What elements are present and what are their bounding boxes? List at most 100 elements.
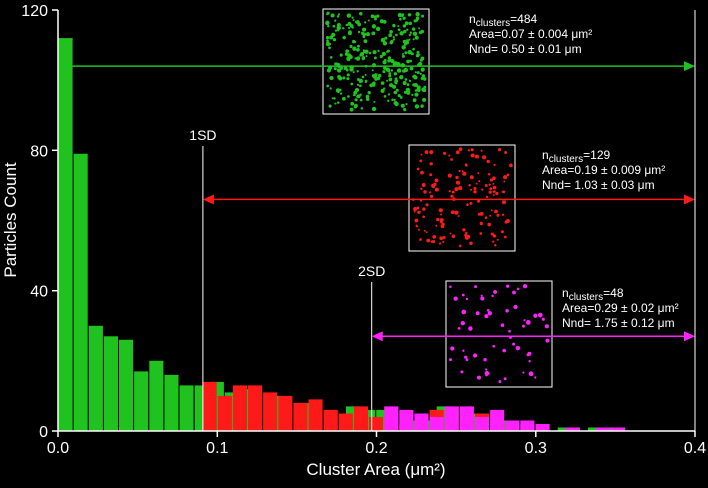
bar-series-3-7 bbox=[474, 417, 489, 431]
cluster-dot bbox=[486, 159, 490, 164]
cluster-dot bbox=[515, 345, 521, 351]
bar-series-1-2 bbox=[73, 153, 88, 432]
cluster-dot bbox=[502, 348, 506, 353]
cluster-dot bbox=[426, 238, 431, 243]
cluster-dot bbox=[460, 370, 464, 374]
cluster-dot bbox=[420, 104, 424, 108]
cluster-dot bbox=[477, 172, 480, 175]
bar-series-1-20 bbox=[421, 420, 436, 431]
cluster-dot bbox=[414, 71, 417, 74]
cluster-dot bbox=[431, 240, 436, 244]
cluster-dot bbox=[406, 90, 411, 95]
cluster-dot bbox=[362, 49, 365, 52]
cluster-dot bbox=[523, 319, 526, 322]
cluster-dot bbox=[490, 209, 493, 212]
cluster-dot bbox=[488, 190, 492, 194]
cluster-dot bbox=[357, 77, 360, 80]
n-clusters-text: nclusters=129 bbox=[542, 148, 610, 165]
range-arrow-2 bbox=[202, 194, 695, 205]
cluster-dot bbox=[342, 27, 345, 30]
cluster-dot bbox=[419, 72, 422, 75]
cluster-dot bbox=[381, 51, 386, 57]
cluster-dot bbox=[504, 151, 508, 154]
arrowhead-left-icon bbox=[61, 61, 73, 72]
cluster-dot bbox=[487, 222, 492, 227]
cluster-dot bbox=[369, 83, 374, 88]
cluster-dot bbox=[465, 358, 469, 362]
cluster-dot bbox=[488, 183, 491, 186]
cluster-dot bbox=[355, 20, 358, 24]
cluster-dot bbox=[339, 53, 343, 57]
cluster-dot bbox=[371, 106, 377, 112]
cluster-dot bbox=[382, 60, 387, 65]
cluster-dot bbox=[480, 149, 483, 152]
cluster-dot bbox=[342, 35, 346, 40]
cluster-dot bbox=[376, 76, 381, 81]
cluster-dot bbox=[342, 76, 346, 80]
cluster-dot bbox=[336, 15, 340, 18]
cluster-dot bbox=[455, 180, 460, 185]
cluster-dot bbox=[486, 371, 490, 376]
bar-series-2-3 bbox=[232, 385, 247, 431]
cluster-dot bbox=[388, 74, 392, 78]
cluster-dot bbox=[429, 173, 433, 177]
cluster-dot bbox=[414, 35, 419, 40]
cluster-dot bbox=[492, 176, 496, 181]
bar-series-2-1 bbox=[202, 381, 217, 431]
cluster-dot bbox=[450, 210, 455, 214]
area-text: Area=0.19 ± 0.009 μm² bbox=[542, 163, 665, 177]
cluster-dot bbox=[339, 66, 344, 70]
cluster-dot bbox=[451, 234, 456, 239]
cluster-dot bbox=[387, 99, 390, 103]
cluster-dot bbox=[364, 73, 367, 76]
bar-series-1-7 bbox=[149, 360, 164, 431]
cluster-dot bbox=[429, 194, 434, 199]
bar-series-2-7 bbox=[293, 402, 308, 431]
cluster-dot bbox=[461, 309, 467, 315]
cluster-dot bbox=[453, 296, 458, 301]
cluster-dot bbox=[433, 236, 436, 239]
cluster-dot bbox=[361, 27, 367, 32]
cluster-dot bbox=[421, 183, 426, 187]
cluster-dot bbox=[423, 85, 427, 89]
cluster-dot bbox=[408, 38, 411, 41]
cluster-dot bbox=[435, 224, 438, 227]
cluster-dot bbox=[443, 151, 447, 155]
cluster-dot bbox=[399, 17, 402, 21]
cluster-dot bbox=[500, 323, 505, 327]
cluster-dot bbox=[508, 329, 511, 333]
cluster-dot bbox=[338, 76, 343, 81]
cluster-dot bbox=[364, 49, 369, 54]
cluster-dot bbox=[534, 314, 538, 317]
cluster-dot bbox=[359, 98, 363, 102]
cluster-dot bbox=[541, 317, 545, 321]
cluster-dot bbox=[325, 36, 330, 40]
cluster-dot bbox=[359, 12, 363, 16]
bar-series-3-1 bbox=[384, 406, 399, 431]
cluster-dot bbox=[402, 39, 407, 44]
n-symbol: n bbox=[469, 12, 476, 26]
cluster-dot bbox=[346, 73, 350, 77]
cluster-dot bbox=[399, 31, 404, 36]
bar-series-1-25 bbox=[588, 427, 603, 431]
n-value: =48 bbox=[603, 286, 624, 300]
cluster-dot bbox=[468, 183, 471, 187]
cluster-dot bbox=[354, 98, 358, 102]
cluster-dot bbox=[374, 73, 378, 77]
cluster-dot bbox=[334, 102, 337, 105]
cluster-dot bbox=[360, 52, 365, 57]
cluster-dot bbox=[395, 33, 398, 37]
cluster-dot bbox=[492, 240, 495, 243]
cluster-dot bbox=[415, 12, 420, 17]
area-text: Area=0.07 ± 0.004 μm² bbox=[469, 27, 592, 41]
cluster-dot bbox=[399, 75, 404, 80]
y-axis-label: Particles Count bbox=[1, 162, 20, 278]
cluster-dot bbox=[419, 199, 423, 202]
cluster-dot bbox=[420, 67, 425, 72]
cluster-dot bbox=[465, 236, 469, 240]
cluster-dot bbox=[363, 39, 368, 44]
cluster-dot bbox=[436, 217, 440, 222]
cluster-dot bbox=[418, 27, 421, 30]
cluster-dot bbox=[345, 23, 349, 27]
cluster-dot bbox=[333, 97, 336, 100]
